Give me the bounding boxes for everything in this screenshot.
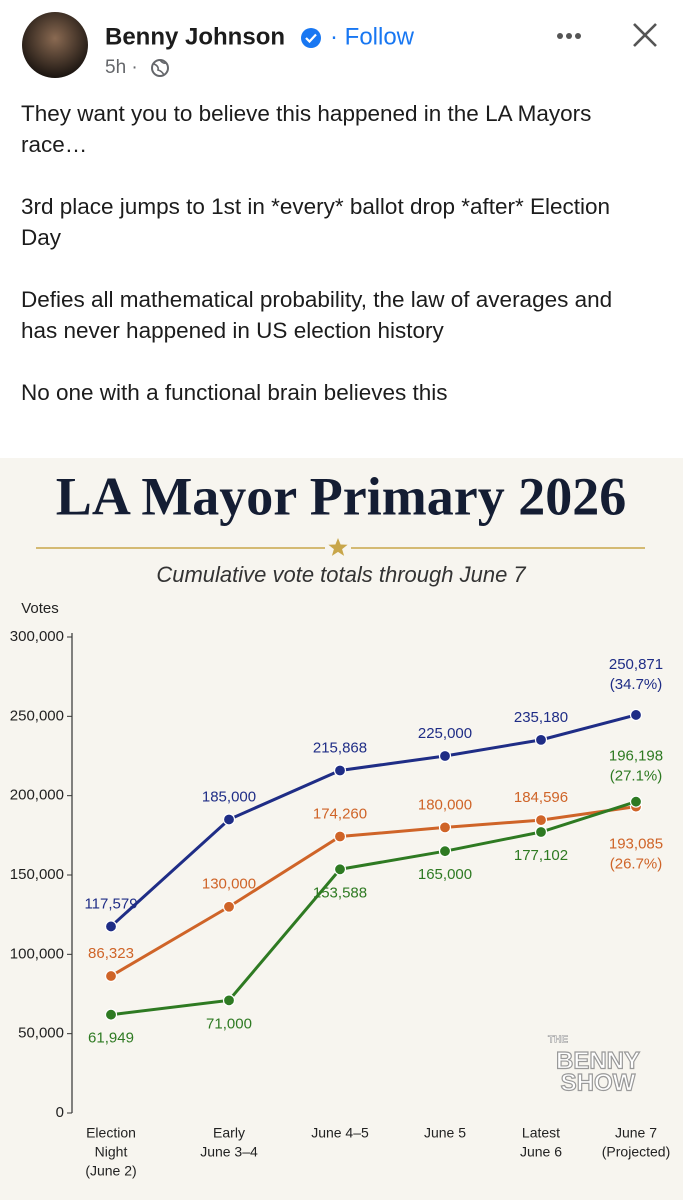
x-tick-label: Election	[86, 1125, 136, 1141]
data-label: 235,180	[514, 709, 568, 726]
data-label: 250,871	[609, 656, 663, 673]
data-point	[629, 795, 643, 808]
data-label: 153,588	[313, 884, 367, 901]
y-tick-label: 150,000	[10, 866, 64, 883]
follow-button[interactable]: · Follow	[330, 23, 415, 50]
data-point	[333, 764, 347, 777]
data-label: 193,085	[609, 836, 663, 853]
more-button[interactable]	[557, 33, 581, 39]
data-point	[438, 821, 452, 834]
data-point	[333, 863, 347, 876]
data-label: 117,579	[84, 895, 137, 912]
watermark-text: BENNY	[556, 1047, 640, 1074]
data-point	[534, 733, 548, 746]
data-label: 177,102	[514, 847, 568, 864]
data-label: 174,260	[313, 805, 367, 822]
paragraph: No one with a functional brain believes …	[21, 380, 448, 405]
data-label: 196,198	[609, 748, 663, 765]
data-label: 130,000	[202, 876, 256, 893]
data-point	[629, 708, 643, 722]
author-name[interactable]: Benny Johnson	[105, 23, 285, 50]
data-label: 165,000	[418, 866, 472, 883]
chart: LA Mayor Primary 2026 Cumulative vote to…	[0, 458, 683, 1200]
data-point	[333, 830, 347, 843]
data-label: 225,000	[418, 725, 472, 742]
series-line	[109, 713, 637, 928]
watermark-text: THE	[548, 1035, 568, 1046]
series-line	[110, 805, 637, 978]
close-button[interactable]	[633, 23, 657, 47]
data-point	[534, 825, 548, 839]
globe-icon	[151, 59, 169, 77]
chart-title: LA Mayor Primary 2026	[56, 466, 626, 526]
data-point	[222, 813, 236, 826]
y-axis-label: Votes	[21, 600, 59, 617]
data-label: 71,000	[206, 1015, 252, 1032]
data-point	[534, 814, 548, 827]
data-label: 180,000	[418, 796, 472, 813]
y-tick-label: 50,000	[18, 1025, 64, 1042]
data-point	[222, 900, 236, 913]
x-tick-label: June 6	[520, 1144, 562, 1160]
data-point	[222, 994, 236, 1007]
x-tick-label: (Projected)	[602, 1144, 670, 1160]
data-point	[104, 969, 118, 983]
x-tick-label: Early	[213, 1125, 245, 1141]
y-tick-label: 200,000	[10, 787, 64, 804]
x-tick-label: (June 2)	[85, 1163, 136, 1179]
chart-subtitle: Cumulative vote totals through June 7	[156, 562, 526, 587]
data-label-share: (27.1%)	[610, 768, 663, 785]
chart-background	[0, 458, 683, 1200]
post-text: They want you to believe this happened i…	[21, 98, 651, 439]
data-point	[104, 1008, 118, 1021]
y-tick-label: 100,000	[10, 945, 64, 962]
data-label: 185,000	[202, 788, 256, 805]
post-header: Benny Johnson · Follow 5h ·	[22, 12, 657, 78]
paragraph: 3rd place jumps to 1st in *every* ballot…	[21, 194, 611, 250]
avatar[interactable]	[22, 12, 88, 78]
verified-badge	[301, 28, 321, 48]
x-tick-label: June 5	[424, 1125, 466, 1141]
x-tick-label: June 4–5	[311, 1125, 369, 1141]
star	[328, 538, 348, 556]
data-label-share: (34.7%)	[610, 676, 663, 693]
y-tick-label: 300,000	[10, 628, 64, 645]
x-tick-label: Latest	[522, 1125, 560, 1141]
y-tick-label: 250,000	[10, 707, 64, 724]
y-tick-label: 0	[56, 1104, 64, 1121]
data-point	[104, 920, 118, 933]
series-line	[110, 800, 637, 1017]
data-point	[438, 845, 452, 858]
x-tick-label: June 3–4	[200, 1144, 258, 1160]
x-tick-label: Night	[95, 1144, 128, 1160]
data-label: 86,323	[88, 945, 134, 962]
watermark-text: SHOW	[561, 1069, 636, 1096]
data-label: 184,596	[514, 789, 568, 806]
paragraph: Defies all mathematical probability, the…	[21, 287, 613, 343]
data-label-share: (26.7%)	[610, 856, 663, 873]
data-label: 61,949	[88, 1030, 134, 1047]
paragraph: They want you to believe this happened i…	[21, 101, 592, 157]
post-time: 5h ·	[105, 57, 138, 78]
data-label: 215,868	[313, 739, 367, 756]
x-tick-label: June 7	[615, 1125, 657, 1141]
data-point	[438, 749, 452, 763]
